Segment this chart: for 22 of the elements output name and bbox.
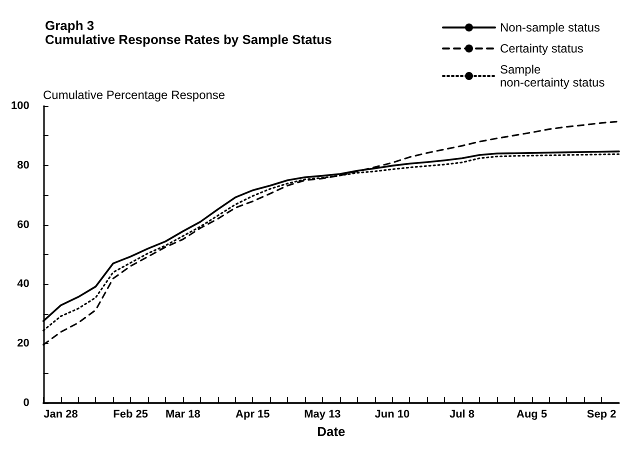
x-tick-label: May 13 (304, 408, 341, 420)
x-tick-label: Jul 8 (449, 408, 475, 420)
x-axis-title: Date (317, 424, 346, 439)
legend-label: Sample non-certainty status (500, 62, 605, 90)
y-tick-label: 20 (17, 338, 30, 350)
chart-title: Graph 3 (45, 18, 94, 33)
y-axis-title: Cumulative Percentage Response (43, 88, 226, 102)
y-tick-label: 0 (23, 397, 30, 409)
y-tick-label: 40 (17, 278, 30, 290)
y-tick-label: 60 (17, 218, 30, 231)
x-tick-label: Apr 15 (236, 408, 270, 420)
legend-label: Non-sample status (500, 20, 600, 34)
y-tick-label: 100 (10, 100, 30, 112)
x-tick-label: Mar 18 (165, 408, 200, 420)
x-tick-label: Jan 28 (44, 408, 78, 420)
x-tick-label: Sep 2 (586, 408, 616, 420)
x-tick-label: Feb 25 (113, 408, 148, 420)
chart-subtitle: Cumulative Response Rates by Sample Status (45, 32, 332, 47)
x-tick-label: Jun 10 (374, 408, 410, 420)
x-tick-label: Aug 5 (516, 408, 548, 420)
legend-label: Certainty status (500, 42, 584, 56)
y-tick-label: 80 (17, 159, 30, 172)
